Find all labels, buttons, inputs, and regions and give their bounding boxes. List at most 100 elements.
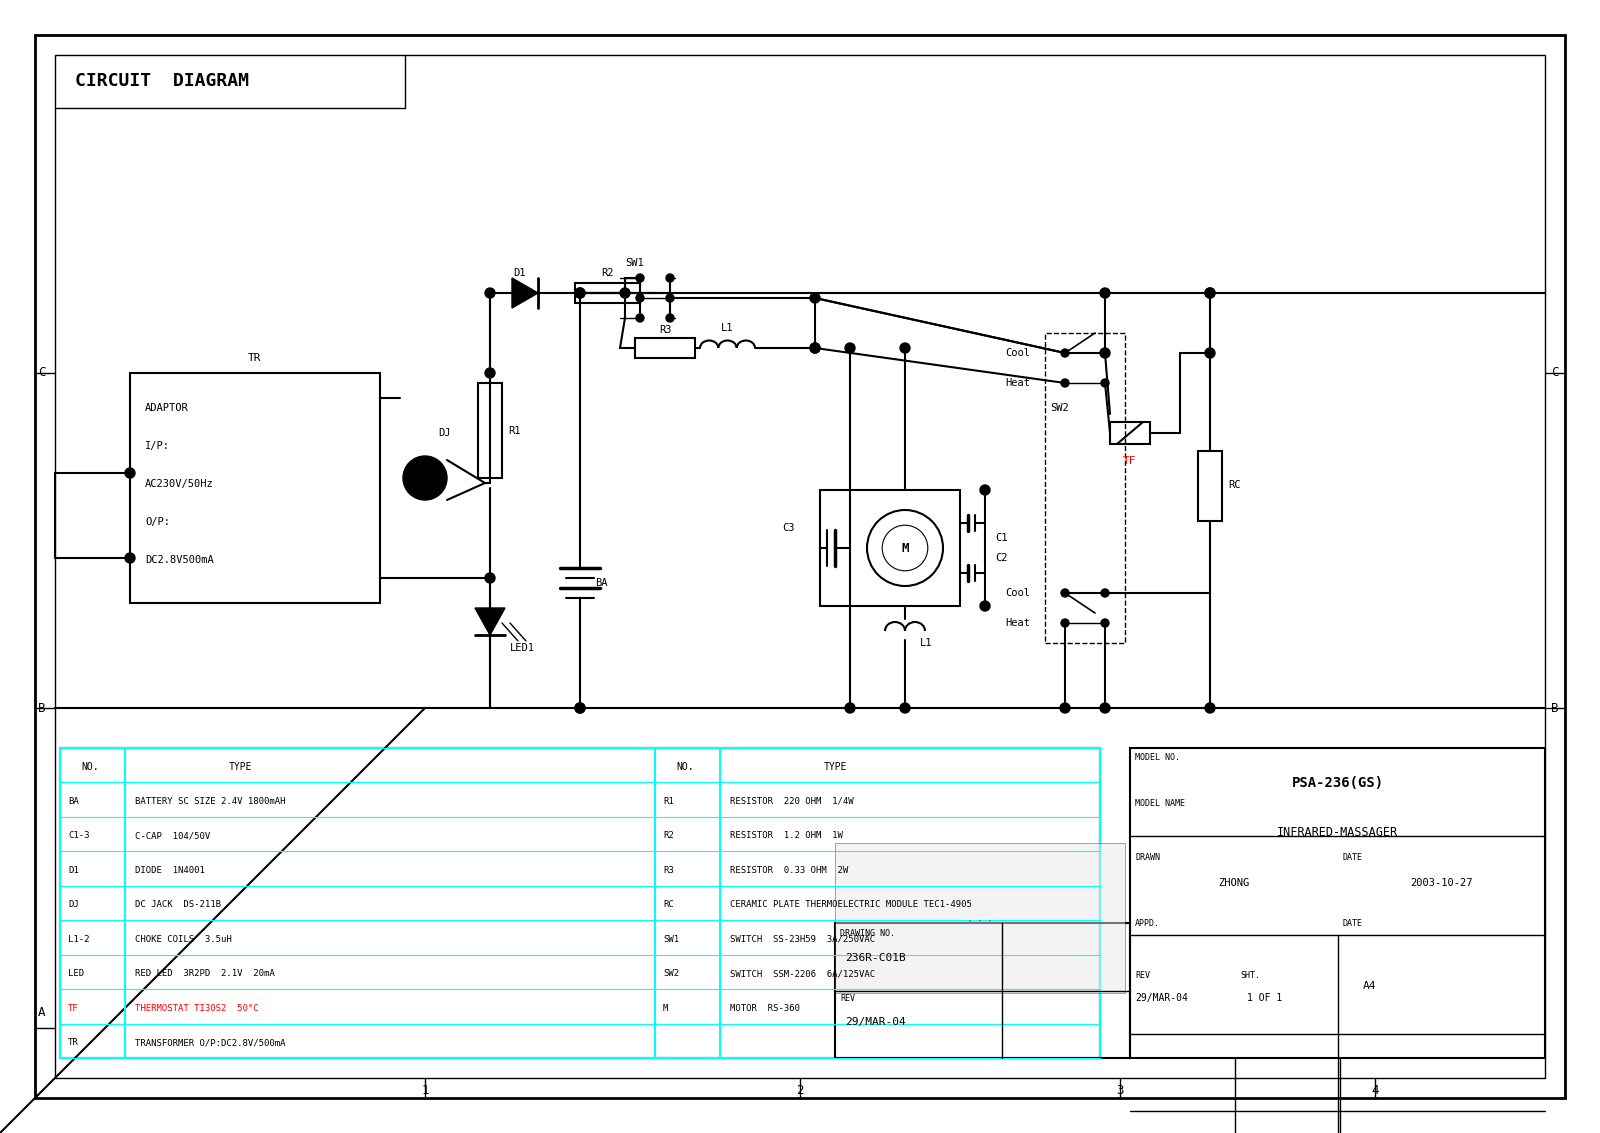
- Text: 3: 3: [1117, 1084, 1123, 1098]
- Circle shape: [1061, 619, 1069, 627]
- Circle shape: [1101, 288, 1110, 298]
- Text: ADAPTOR: ADAPTOR: [146, 403, 189, 414]
- Circle shape: [810, 343, 819, 353]
- Bar: [835, 923, 1130, 1058]
- Text: SW2: SW2: [662, 969, 678, 978]
- Text: RESISTOR  1.2 OHM  1W: RESISTOR 1.2 OHM 1W: [730, 832, 843, 841]
- Text: O/P:: O/P:: [146, 517, 170, 527]
- Text: B: B: [38, 701, 46, 715]
- Text: SW1: SW1: [662, 935, 678, 944]
- Text: C-CAP  104/50V: C-CAP 104/50V: [134, 832, 210, 841]
- Text: DC2.8V500mA: DC2.8V500mA: [146, 555, 214, 565]
- Text: R3: R3: [662, 866, 674, 875]
- Text: 2003-10-27: 2003-10-27: [1410, 878, 1472, 888]
- Text: MOTOR  RS-360: MOTOR RS-360: [730, 1004, 800, 1013]
- Bar: [850, 489, 960, 606]
- Circle shape: [1101, 619, 1109, 627]
- Text: NO.: NO.: [677, 763, 694, 772]
- Text: M: M: [662, 1004, 669, 1013]
- Text: MODEL NAME: MODEL NAME: [1134, 799, 1186, 808]
- Circle shape: [901, 343, 910, 353]
- Bar: [61, 748, 1101, 1058]
- Circle shape: [1061, 349, 1069, 357]
- Text: BATTERY SC SIZE 2.4V 1800mAH: BATTERY SC SIZE 2.4V 1800mAH: [134, 796, 285, 806]
- Text: REV: REV: [840, 994, 854, 1003]
- Text: C1: C1: [995, 533, 1008, 543]
- Text: D1: D1: [67, 866, 78, 875]
- Circle shape: [637, 293, 643, 303]
- Circle shape: [1101, 349, 1109, 357]
- Text: C1-3: C1-3: [67, 832, 90, 841]
- Text: SW1: SW1: [626, 258, 643, 269]
- Text: SW2: SW2: [1050, 403, 1069, 414]
- Text: 236R-C01B: 236R-C01B: [845, 953, 906, 963]
- Text: LED: LED: [67, 969, 85, 978]
- Text: BA: BA: [67, 796, 78, 806]
- Text: 4: 4: [1371, 1084, 1379, 1098]
- Text: DRAWING NO.: DRAWING NO.: [840, 929, 894, 937]
- Text: C3: C3: [782, 523, 795, 533]
- Text: Heat: Heat: [1005, 378, 1030, 387]
- Text: BA: BA: [595, 578, 608, 588]
- Text: MODEL NO.: MODEL NO.: [1134, 753, 1181, 763]
- Text: D1: D1: [512, 269, 525, 278]
- Text: C: C: [1552, 366, 1558, 380]
- Text: ...: ...: [965, 909, 995, 927]
- Text: DATE: DATE: [1342, 853, 1363, 862]
- Text: REV: REV: [1134, 971, 1150, 980]
- Circle shape: [485, 368, 494, 378]
- Circle shape: [403, 455, 446, 500]
- Text: L1: L1: [920, 638, 933, 648]
- Text: Cool: Cool: [1005, 588, 1030, 598]
- Text: RC: RC: [662, 901, 674, 909]
- Text: THERMOSTAT TI30S2  50°C: THERMOSTAT TI30S2 50°C: [134, 1004, 259, 1013]
- Text: CIRCUIT  DIAGRAM: CIRCUIT DIAGRAM: [75, 73, 250, 90]
- Circle shape: [1205, 288, 1214, 298]
- Circle shape: [810, 293, 819, 303]
- Circle shape: [1059, 702, 1070, 713]
- Circle shape: [1101, 348, 1110, 358]
- Bar: [635, 338, 694, 358]
- Text: DJ: DJ: [438, 428, 451, 438]
- Polygon shape: [512, 278, 538, 308]
- Text: C: C: [38, 366, 46, 380]
- Text: ZHONG: ZHONG: [1218, 878, 1250, 888]
- Text: TYPE: TYPE: [229, 763, 251, 772]
- Circle shape: [574, 288, 586, 298]
- Text: I/P:: I/P:: [146, 441, 170, 451]
- Circle shape: [979, 485, 990, 495]
- Text: APPD.: APPD.: [1134, 919, 1160, 928]
- Text: 29/MAR-04: 29/MAR-04: [845, 1017, 906, 1028]
- Text: R2: R2: [602, 269, 614, 278]
- Text: M: M: [901, 542, 909, 554]
- Text: SWITCH  SSM-2206  6A/125VAC: SWITCH SSM-2206 6A/125VAC: [730, 969, 875, 978]
- Text: RESISTOR  220 OHM  1/4W: RESISTOR 220 OHM 1/4W: [730, 796, 854, 806]
- Text: INFRARED-MASSAGER: INFRARED-MASSAGER: [1277, 826, 1398, 840]
- Text: DC JACK  DS-211B: DC JACK DS-211B: [134, 901, 221, 909]
- Circle shape: [1205, 348, 1214, 358]
- Circle shape: [1061, 589, 1069, 597]
- Text: DIODE  1N4001: DIODE 1N4001: [134, 866, 205, 875]
- Text: R2: R2: [662, 832, 674, 841]
- Circle shape: [574, 702, 586, 713]
- Bar: [835, 843, 1125, 993]
- Circle shape: [845, 343, 854, 353]
- Text: TF: TF: [1123, 455, 1136, 466]
- Text: A: A: [38, 1006, 46, 1020]
- Circle shape: [621, 288, 630, 298]
- Circle shape: [666, 274, 674, 282]
- Text: R3: R3: [659, 325, 672, 335]
- Text: Cool: Cool: [1005, 348, 1030, 358]
- Circle shape: [574, 702, 586, 713]
- Polygon shape: [475, 608, 506, 634]
- Bar: [574, 283, 640, 303]
- Circle shape: [637, 274, 643, 282]
- Text: L1: L1: [722, 323, 734, 333]
- Bar: [1110, 421, 1150, 444]
- Text: CHOKE COILS  3.5uH: CHOKE COILS 3.5uH: [134, 935, 232, 944]
- Circle shape: [637, 314, 643, 322]
- Text: 29/MAR-04: 29/MAR-04: [1134, 993, 1187, 1003]
- Circle shape: [901, 702, 910, 713]
- Bar: [1130, 748, 1546, 1058]
- Circle shape: [1101, 702, 1110, 713]
